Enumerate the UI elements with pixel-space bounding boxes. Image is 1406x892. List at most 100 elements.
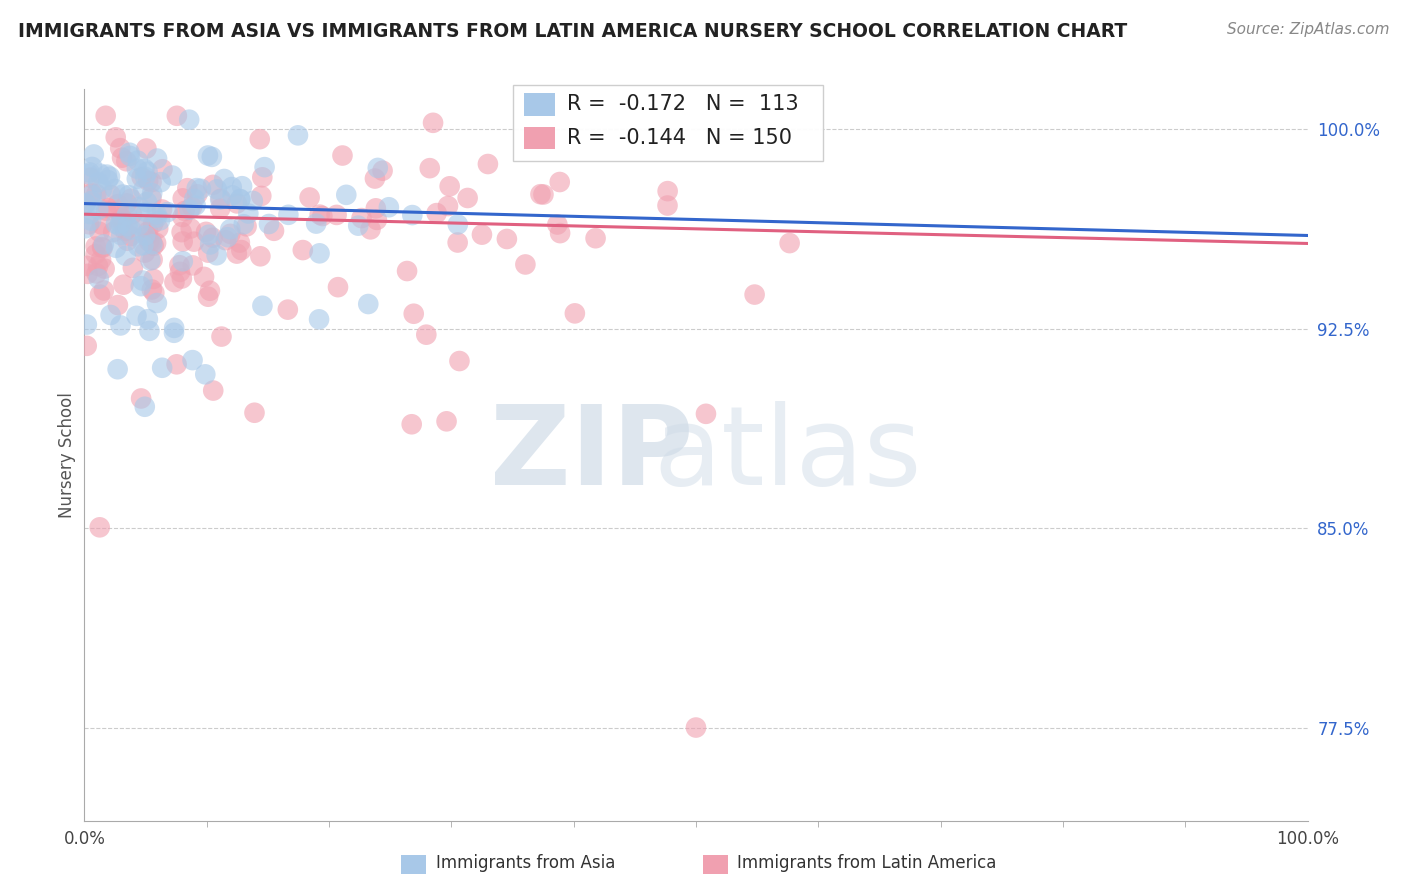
Point (121, 207, 143, 221)
Point (179, 112, 201, 127)
Point (110, 216, 132, 230)
Point (402, 307, 425, 321)
Point (138, 235, 160, 249)
Point (100, 188, 122, 202)
Point (252, 170, 274, 185)
Point (548, 226, 571, 240)
Point (291, 243, 314, 257)
Point (115, 154, 138, 169)
Point (107, 197, 129, 211)
Point (198, 237, 221, 252)
Point (347, 219, 370, 233)
Point (166, 109, 188, 123)
Point (209, 192, 232, 206)
Point (89, 225, 111, 239)
Point (232, 217, 254, 231)
Point (201, 178, 224, 192)
Point (219, 227, 242, 241)
Point (194, 368, 217, 382)
Point (179, 202, 201, 217)
Point (77, 167, 100, 181)
Point (471, 227, 494, 242)
Point (197, 290, 219, 304)
Point (401, 417, 423, 432)
Point (205, 248, 228, 262)
Point (135, 194, 157, 209)
Point (132, 183, 155, 197)
Point (114, 224, 136, 238)
Point (97, 201, 120, 215)
Point (143, 285, 166, 300)
Point (77, 217, 100, 231)
Point (129, 392, 152, 406)
Point (79, 165, 101, 179)
Point (263, 224, 285, 238)
Point (75, 196, 97, 211)
Point (142, 252, 165, 267)
Point (173, 204, 195, 219)
Point (141, 283, 163, 297)
Point (129, 279, 152, 293)
Point (367, 161, 389, 175)
Point (136, 229, 159, 244)
Point (94, 109, 117, 123)
Point (120, 192, 142, 206)
Point (205, 182, 228, 196)
Point (364, 202, 387, 216)
Point (134, 400, 156, 414)
Point (184, 198, 207, 212)
Point (79, 170, 101, 185)
Point (229, 235, 252, 250)
Point (422, 116, 444, 130)
Point (277, 208, 299, 222)
Text: R =  -0.172   N =  113: R = -0.172 N = 113 (567, 95, 799, 114)
Point (226, 196, 249, 211)
Point (221, 180, 243, 194)
Point (117, 234, 139, 248)
Point (172, 210, 194, 224)
Point (146, 152, 169, 166)
Point (76, 267, 98, 281)
Point (172, 235, 194, 249)
Point (152, 162, 174, 177)
Point (110, 318, 132, 333)
Point (180, 221, 202, 235)
Point (148, 221, 170, 235)
Point (87, 259, 110, 273)
Point (111, 187, 134, 202)
Text: IMMIGRANTS FROM ASIA VS IMMIGRANTS FROM LATIN AMERICA NURSERY SCHOOL CORRELATION: IMMIGRANTS FROM ASIA VS IMMIGRANTS FROM … (18, 22, 1128, 41)
Point (238, 206, 260, 220)
Point (197, 227, 219, 242)
Point (150, 202, 173, 217)
Point (548, 175, 571, 189)
Point (359, 222, 381, 236)
Point (118, 188, 141, 202)
Point (107, 203, 129, 218)
Point (111, 211, 134, 226)
Point (80, 194, 103, 208)
Point (371, 163, 394, 178)
Point (127, 239, 149, 253)
Point (657, 198, 679, 212)
Point (115, 208, 138, 222)
Point (437, 199, 460, 213)
Point (447, 235, 470, 250)
Point (104, 130, 127, 145)
Point (86, 267, 108, 281)
Point (120, 229, 142, 244)
Point (110, 214, 132, 228)
Point (211, 329, 233, 343)
Point (172, 191, 194, 205)
Point (104, 182, 127, 196)
Point (132, 238, 155, 252)
Point (170, 225, 193, 239)
Point (76, 339, 98, 353)
Point (128, 218, 150, 232)
Point (231, 179, 253, 194)
Point (107, 298, 129, 312)
Point (546, 218, 568, 232)
Point (120, 222, 142, 236)
Point (141, 237, 163, 252)
Point (82, 160, 104, 174)
Point (117, 219, 139, 233)
